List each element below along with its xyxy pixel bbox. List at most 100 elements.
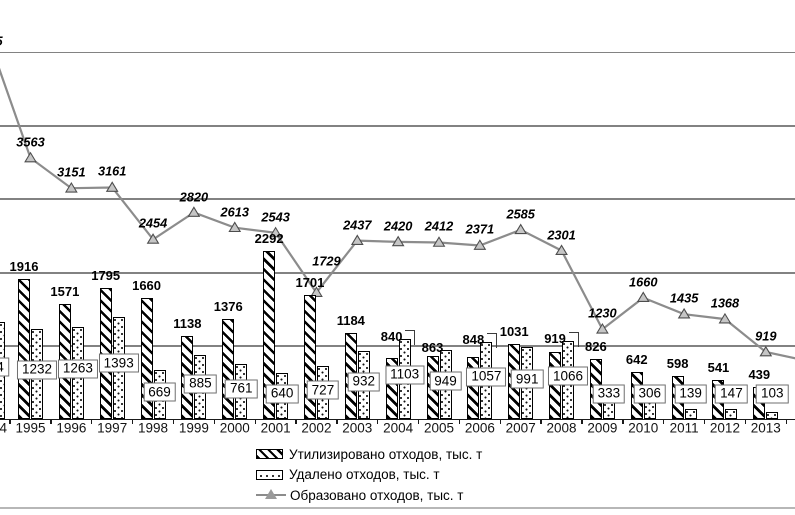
bar-label-utilized-2006: 848 <box>462 331 485 347</box>
line-marker-triangle-icon <box>228 221 242 233</box>
x-axis-label-2011: 2011 <box>669 420 699 436</box>
hatched-bar-legend-icon <box>256 449 283 460</box>
x-axis-label-1995: 1995 <box>15 420 46 436</box>
line-marker-triangle-icon <box>146 233 160 244</box>
x-axis-tick <box>91 419 93 424</box>
bar-label-utilized-2008: 919 <box>544 331 566 347</box>
bar-label-utilized-2000: 1376 <box>213 298 243 314</box>
x-axis-tick <box>172 419 175 424</box>
x-axis-label-2012: 2012 <box>709 420 740 436</box>
line-label-generated-2012: 1368 <box>710 295 740 311</box>
gridline <box>0 271 795 274</box>
x-axis-tick <box>417 419 420 424</box>
line-label-generated-1995: 3563 <box>16 134 45 150</box>
line-marker-triangle-icon <box>391 235 405 247</box>
x-axis-tick <box>131 419 134 424</box>
box-label-removed-2000: 761 <box>224 379 258 399</box>
x-axis-tick <box>9 419 11 424</box>
x-axis-tick <box>50 419 52 424</box>
x-axis-tick <box>581 419 583 424</box>
bar-label-utilized-2003: 1184 <box>336 312 365 328</box>
line-label-generated-2009: 1230 <box>588 305 617 321</box>
bar-label-utilized-1995: 1916 <box>9 258 39 274</box>
x-axis-label-2009: 2009 <box>587 420 618 436</box>
legend-item-generated: Образовано отходов, тыс. т <box>256 485 482 506</box>
legend: Утилизировано отходов, тыс. т Удалено от… <box>256 444 482 506</box>
box-label-removed-2007: 991 <box>510 369 544 389</box>
line-marker-triangle-icon <box>596 322 609 334</box>
line-label-generated-1999: 2820 <box>179 189 209 204</box>
box-label-removed-2002: 727 <box>306 380 340 400</box>
bar-label-utilized-2007: 1031 <box>499 323 529 339</box>
line-marker-triangle-icon <box>432 236 446 247</box>
line-marker-triangle-icon <box>64 181 78 193</box>
box-label-removed-2005: 949 <box>429 371 462 391</box>
line-marker-triangle-icon <box>105 181 119 192</box>
bar-label-utilized-2009: 826 <box>585 338 607 354</box>
bar-label-utilized-2002: 1701 <box>295 274 325 290</box>
x-axis-label-1997: 1997 <box>97 420 128 436</box>
x-axis-tick <box>336 419 338 424</box>
bar-label-utilized-1998: 1660 <box>132 277 162 293</box>
box-label-removed-partial-1994: 4 <box>0 357 9 377</box>
line-marker-triangle-icon <box>473 239 487 250</box>
x-axis-label-1998: 1998 <box>138 420 169 436</box>
line-marker-triangle-icon <box>310 286 323 297</box>
bar-label-utilized-2013: 439 <box>748 367 771 383</box>
x-axis-label-partial-1994: 1994 <box>0 420 8 436</box>
legend-label-utilized: Утилизировано отходов, тыс. т <box>289 446 483 462</box>
line-marker-triangle-icon <box>636 291 650 303</box>
box-label-removed-2001: 640 <box>265 384 299 403</box>
x-axis-label-1996: 1996 <box>56 420 87 436</box>
label-leader-line <box>568 332 579 348</box>
x-axis-label-2005: 2005 <box>423 420 455 436</box>
legend-item-utilized: Утилизировано отходов, тыс. т <box>256 444 482 465</box>
line-label-generated-2003: 2437 <box>343 217 372 233</box>
line-marker-triangle-icon <box>350 234 364 245</box>
line-marker-triangle-icon <box>514 223 528 235</box>
legend-label-generated: Образовано отходов, тыс. т <box>290 487 464 503</box>
x-axis-tick <box>377 419 379 424</box>
line-label-generated-2001: 2543 <box>261 209 290 225</box>
line-marker-triangle-icon <box>555 244 568 255</box>
x-axis-label-2010: 2010 <box>628 420 659 436</box>
bar-label-utilized-1997: 1795 <box>91 267 121 283</box>
line-label-generated-2000: 2613 <box>220 204 249 220</box>
x-axis-label-2008: 2008 <box>546 420 577 436</box>
box-label-removed-2003: 932 <box>347 372 381 392</box>
bottom-divider <box>0 507 795 509</box>
box-label-removed-2004: 1103 <box>385 365 425 385</box>
bar-label-utilized-1999: 1138 <box>173 315 202 331</box>
line-label-generated-2006: 2371 <box>465 221 495 237</box>
line-marker-triangle-icon <box>759 345 773 357</box>
legend-label-removed: Удалено отходов, тыс. т <box>289 467 440 483</box>
x-axis-tick <box>295 419 297 424</box>
x-axis-label-2002: 2002 <box>301 420 332 436</box>
box-label-removed-2008: 1066 <box>548 366 589 386</box>
x-axis-label-2001: 2001 <box>260 420 291 436</box>
line-label-generated-2011: 1435 <box>669 290 699 306</box>
box-label-removed-2012: 147 <box>715 384 748 403</box>
line-marker-triangle-icon <box>677 307 691 319</box>
x-axis-label-2013: 2013 <box>750 420 781 436</box>
gridline <box>0 125 795 127</box>
bar-label-utilized-2012: 541 <box>707 359 730 375</box>
line-label-generated-2010: 1660 <box>629 274 658 290</box>
x-axis-tick <box>254 419 256 424</box>
x-axis-label-2004: 2004 <box>383 420 414 436</box>
label-leader-line <box>486 332 497 348</box>
x-axis-tick <box>622 419 624 424</box>
bar-label-utilized-2001: 2292 <box>254 231 284 247</box>
line-marker-triangle-icon <box>718 312 732 324</box>
dotted-bar-legend-icon <box>256 469 283 480</box>
line-label-generated-2004: 2420 <box>383 218 413 234</box>
line-label-generated-2008: 2301 <box>547 227 576 243</box>
line-marker-triangle-icon <box>269 226 282 238</box>
x-axis-tick <box>458 419 461 424</box>
x-axis-tick <box>540 419 542 424</box>
box-label-removed-2009: 333 <box>592 384 626 403</box>
gridline <box>0 51 795 54</box>
bar-label-utilized-2004: 840 <box>380 328 403 344</box>
